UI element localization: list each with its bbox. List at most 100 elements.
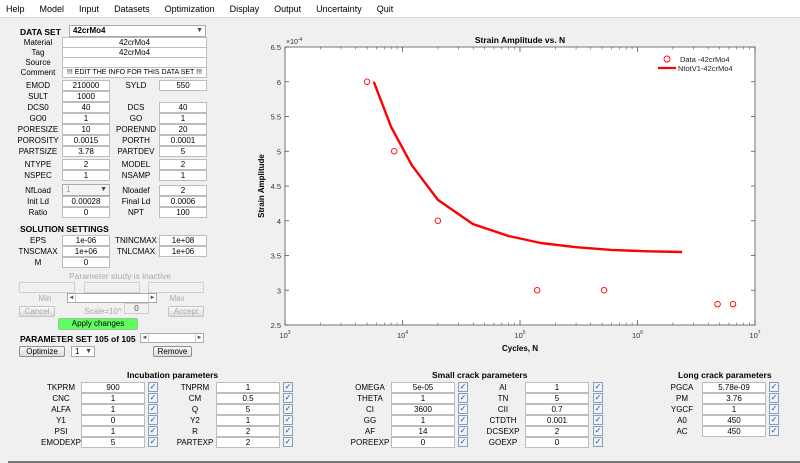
cnc-field[interactable]: 1 bbox=[81, 393, 145, 404]
dataset-select[interactable]: 42crMo4 ▼ bbox=[69, 25, 206, 37]
tnlcmax-field[interactable]: 1e+06 bbox=[159, 246, 207, 257]
poresize-field[interactable]: 10 bbox=[62, 124, 110, 135]
sult-field[interactable]: 1000 bbox=[62, 91, 110, 102]
scale-field[interactable]: 0 bbox=[124, 303, 149, 314]
alfa-checkbox[interactable]: ✓ bbox=[148, 404, 158, 414]
pgca-field[interactable]: 5.78e-09 bbox=[702, 382, 766, 393]
menu-optimization[interactable]: Optimization bbox=[164, 3, 215, 14]
pm-field[interactable]: 3.76 bbox=[702, 393, 766, 404]
cm-checkbox[interactable]: ✓ bbox=[283, 393, 293, 403]
nsamp-field[interactable]: 1 bbox=[159, 170, 207, 181]
ac-checkbox[interactable]: ✓ bbox=[769, 426, 779, 436]
alfa-field[interactable]: 1 bbox=[81, 404, 145, 415]
emodexp-checkbox[interactable]: ✓ bbox=[148, 437, 158, 447]
param-study-field-2[interactable] bbox=[84, 282, 140, 293]
ygcf-field[interactable]: 1 bbox=[702, 404, 766, 415]
y2-checkbox[interactable]: ✓ bbox=[283, 415, 293, 425]
tkprm-checkbox[interactable]: ✓ bbox=[148, 382, 158, 392]
pgca-checkbox[interactable]: ✓ bbox=[769, 382, 779, 392]
pm-checkbox[interactable]: ✓ bbox=[769, 393, 779, 403]
tnprm-checkbox[interactable]: ✓ bbox=[283, 382, 293, 392]
optimize-select[interactable]: 1 ▼ bbox=[71, 346, 95, 357]
dcs-field[interactable]: 40 bbox=[159, 102, 207, 113]
ci-field[interactable]: 3600 bbox=[391, 404, 455, 415]
m-field[interactable]: 0 bbox=[62, 257, 110, 268]
parameter-set-slider[interactable]: ◄ ► bbox=[140, 333, 204, 343]
ygcf-checkbox[interactable]: ✓ bbox=[769, 404, 779, 414]
ai-checkbox[interactable]: ✓ bbox=[593, 382, 603, 392]
chevron-right-icon[interactable]: ► bbox=[148, 294, 156, 302]
dcs0-field[interactable]: 40 bbox=[62, 102, 110, 113]
tn-checkbox[interactable]: ✓ bbox=[593, 393, 603, 403]
r-checkbox[interactable]: ✓ bbox=[283, 426, 293, 436]
ctdth-checkbox[interactable]: ✓ bbox=[593, 415, 603, 425]
poreexp-field[interactable]: 0 bbox=[391, 437, 455, 448]
accept-button[interactable]: Accept bbox=[168, 306, 204, 317]
finalld-field[interactable]: 0.0006 bbox=[159, 196, 207, 207]
syld-field[interactable]: 550 bbox=[159, 80, 207, 91]
goexp-checkbox[interactable]: ✓ bbox=[593, 437, 603, 447]
partexp-field[interactable]: 2 bbox=[216, 437, 280, 448]
psi-checkbox[interactable]: ✓ bbox=[148, 426, 158, 436]
tn-field[interactable]: 5 bbox=[525, 393, 589, 404]
porennd-field[interactable]: 20 bbox=[159, 124, 207, 135]
initld-field[interactable]: 0.00028 bbox=[62, 196, 110, 207]
apply-changes-button[interactable]: Apply changes bbox=[58, 318, 138, 330]
chevron-left-icon[interactable]: ◄ bbox=[141, 334, 149, 342]
menu-output[interactable]: Output bbox=[274, 3, 302, 14]
nfload-select[interactable]: 1 ▼ bbox=[62, 184, 110, 196]
emod-field[interactable]: 210000 bbox=[62, 80, 110, 91]
model-field[interactable]: 2 bbox=[159, 159, 207, 170]
a0-field[interactable]: 450 bbox=[702, 415, 766, 426]
r-field[interactable]: 2 bbox=[216, 426, 280, 437]
go-field[interactable]: 1 bbox=[159, 113, 207, 124]
psi-field[interactable]: 1 bbox=[81, 426, 145, 437]
partexp-checkbox[interactable]: ✓ bbox=[283, 437, 293, 447]
ai-field[interactable]: 1 bbox=[525, 382, 589, 393]
nspec-field[interactable]: 1 bbox=[62, 170, 110, 181]
partdev-field[interactable]: 5 bbox=[159, 146, 207, 157]
remove-button[interactable]: Remove bbox=[153, 346, 192, 357]
chevron-left-icon[interactable]: ◄ bbox=[68, 294, 76, 302]
menu-input[interactable]: Input bbox=[79, 3, 100, 14]
cii-checkbox[interactable]: ✓ bbox=[593, 404, 603, 414]
param-study-slider[interactable]: ◄ ► bbox=[67, 293, 157, 303]
omega-field[interactable]: 5e-05 bbox=[391, 382, 455, 393]
menu-help[interactable]: Help bbox=[6, 3, 25, 14]
go0-field[interactable]: 1 bbox=[62, 113, 110, 124]
ratio-field[interactable]: 0 bbox=[62, 207, 110, 218]
optimize-button[interactable]: Optimize bbox=[19, 346, 65, 357]
menu-model[interactable]: Model bbox=[39, 3, 65, 14]
y1-checkbox[interactable]: ✓ bbox=[148, 415, 158, 425]
eps-field[interactable]: 1e-06 bbox=[62, 235, 110, 246]
gg-field[interactable]: 1 bbox=[391, 415, 455, 426]
tnincmax-field[interactable]: 1e+08 bbox=[159, 235, 207, 246]
af-field[interactable]: 14 bbox=[391, 426, 455, 437]
af-checkbox[interactable]: ✓ bbox=[458, 426, 468, 436]
y1-field[interactable]: 0 bbox=[81, 415, 145, 426]
param-study-field-1[interactable] bbox=[19, 282, 75, 293]
menu-quit[interactable]: Quit bbox=[376, 3, 394, 14]
ntype-field[interactable]: 2 bbox=[62, 159, 110, 170]
omega-checkbox[interactable]: ✓ bbox=[458, 382, 468, 392]
q-checkbox[interactable]: ✓ bbox=[283, 404, 293, 414]
tkprm-field[interactable]: 900 bbox=[81, 382, 145, 393]
cm-field[interactable]: 0.5 bbox=[216, 393, 280, 404]
porosity-field[interactable]: 0.0015 bbox=[62, 135, 110, 146]
gg-checkbox[interactable]: ✓ bbox=[458, 415, 468, 425]
cnc-checkbox[interactable]: ✓ bbox=[148, 393, 158, 403]
nloadef-field[interactable]: 2 bbox=[159, 185, 207, 196]
ctdth-field[interactable]: 0.001 bbox=[525, 415, 589, 426]
poreexp-checkbox[interactable]: ✓ bbox=[458, 437, 468, 447]
chevron-right-icon[interactable]: ► bbox=[195, 334, 203, 342]
cancel-button[interactable]: Cancel bbox=[19, 306, 55, 317]
porth-field[interactable]: 0.0001 bbox=[159, 135, 207, 146]
theta-checkbox[interactable]: ✓ bbox=[458, 393, 468, 403]
emodexp-field[interactable]: 5 bbox=[81, 437, 145, 448]
dcsexp-field[interactable]: 2 bbox=[525, 426, 589, 437]
goexp-field[interactable]: 0 bbox=[525, 437, 589, 448]
a0-checkbox[interactable]: ✓ bbox=[769, 415, 779, 425]
ac-field[interactable]: 450 bbox=[702, 426, 766, 437]
menu-uncertainty[interactable]: Uncertainty bbox=[316, 3, 362, 14]
menu-datasets[interactable]: Datasets bbox=[114, 3, 150, 14]
